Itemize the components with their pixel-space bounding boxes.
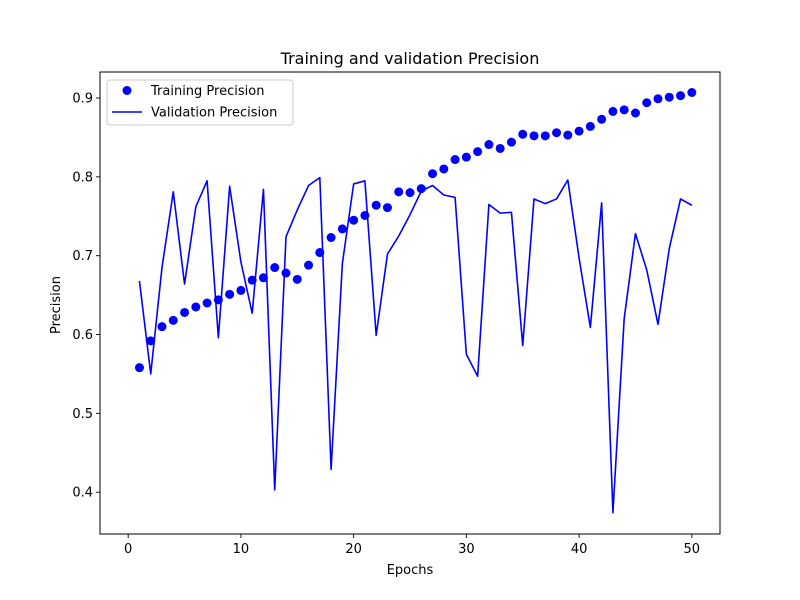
x-axis-label: Epochs (387, 563, 434, 578)
training-precision-point (270, 263, 280, 273)
training-precision-point (630, 108, 640, 118)
training-precision-point (428, 169, 438, 179)
training-precision-point (202, 298, 212, 308)
training-precision-point (394, 187, 404, 197)
training-precision-point (597, 114, 607, 124)
plot-area: 0 10 20 30 40 50 0.4 0.5 0.6 0.7 0.8 0.9 (72, 71, 721, 557)
x-tick-label: 20 (345, 542, 362, 557)
x-tick-label: 0 (124, 542, 132, 557)
training-precision-point (552, 128, 562, 138)
training-precision-point (585, 121, 595, 131)
training-precision-point (529, 131, 539, 141)
chart-title: Training and validation Precision (280, 49, 540, 68)
training-precision-point (574, 126, 584, 136)
y-tick-label: 0.6 (72, 328, 93, 343)
training-precision-point (676, 91, 686, 101)
training-precision-point (495, 143, 505, 153)
training-precision-point (236, 285, 246, 295)
x-tick-label: 10 (233, 542, 250, 557)
training-precision-point (337, 224, 347, 234)
training-precision-point (281, 268, 291, 278)
training-precision-point (315, 248, 325, 258)
training-precision-point (225, 289, 235, 299)
legend-marker-training (122, 86, 132, 95)
training-precision-point (349, 215, 359, 225)
x-tick-label: 40 (571, 542, 588, 557)
x-tick-label: 30 (458, 542, 475, 557)
training-precision-point (247, 275, 257, 285)
training-precision-point (146, 336, 156, 346)
training-precision-point (540, 131, 550, 141)
training-precision-point (416, 184, 426, 194)
training-precision-point (439, 164, 449, 174)
training-precision-point (473, 147, 483, 157)
training-precision-point (506, 137, 516, 147)
legend: Training Precision Validation Precision (106, 79, 294, 126)
y-tick-label: 0.5 (72, 407, 93, 422)
y-tick-label: 0.7 (72, 249, 93, 264)
plot-frame (99, 71, 721, 535)
training-precision-point (642, 98, 652, 108)
y-tick-label: 0.9 (72, 92, 93, 107)
y-tick-label: 0.4 (72, 486, 93, 501)
training-precision-point (213, 295, 223, 305)
training-precision-point (461, 152, 471, 162)
training-precision-point (653, 94, 663, 104)
training-precision-point (157, 322, 167, 332)
training-precision-point (563, 130, 573, 140)
y-tick-label: 0.8 (72, 170, 93, 185)
training-precision-point (168, 315, 178, 325)
training-precision-point (180, 307, 190, 317)
training-precision-point (191, 302, 201, 312)
training-precision-point (484, 140, 494, 150)
training-precision-point (304, 260, 314, 270)
legend-label-training: Training Precision (150, 84, 264, 99)
training-precision-point (608, 106, 618, 116)
validation-precision-line (138, 176, 693, 514)
training-precision-point (619, 105, 629, 115)
training-precision-point (405, 188, 415, 198)
training-precision-point (326, 233, 336, 243)
y-axis-label: Precision (49, 276, 64, 334)
training-precision-point (518, 129, 528, 139)
training-precision-point (292, 274, 302, 284)
legend-label-validation: Validation Precision (151, 106, 277, 121)
training-precision-point (664, 92, 674, 102)
legend-box (106, 79, 294, 126)
training-precision-point (371, 200, 381, 210)
training-precision-point (134, 363, 144, 373)
training-precision-point (360, 210, 370, 220)
x-tick-label: 50 (684, 542, 701, 557)
training-precision-point (687, 88, 697, 97)
training-precision-point (382, 203, 392, 213)
training-precision-point (258, 273, 268, 283)
training-precision-point (450, 155, 460, 165)
